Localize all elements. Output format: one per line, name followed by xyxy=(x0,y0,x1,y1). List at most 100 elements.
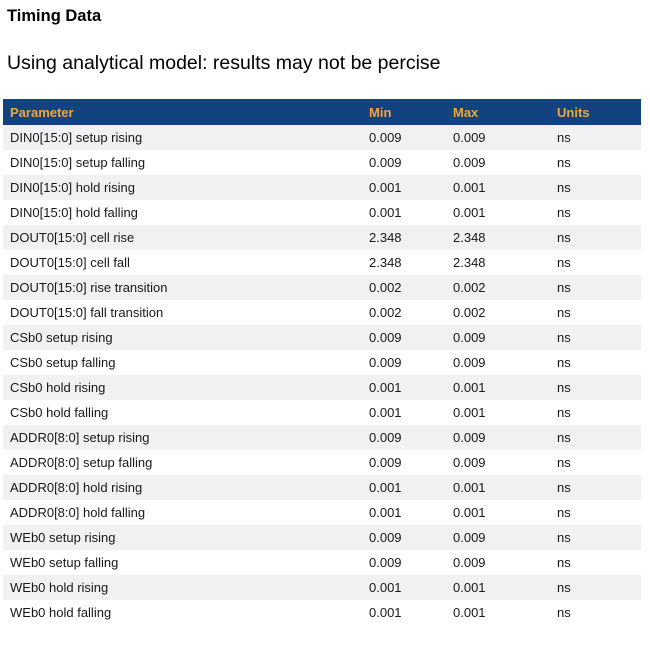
page-subtitle: Using analytical model: results may not … xyxy=(7,52,441,74)
table-row: ADDR0[8:0] setup falling 0.009 0.009 ns xyxy=(3,450,641,475)
min-cell: 0.009 xyxy=(369,550,453,575)
parameter-cell: DOUT0[15:0] cell fall xyxy=(3,250,369,275)
table-row: DIN0[15:0] setup rising 0.009 0.009 ns xyxy=(3,125,641,150)
parameter-cell: CSb0 setup rising xyxy=(3,325,369,350)
page-title: Timing Data xyxy=(7,7,102,25)
parameter-cell: WEb0 hold falling xyxy=(3,600,369,625)
max-cell: 0.002 xyxy=(453,300,557,325)
column-header-units: Units xyxy=(557,99,641,125)
timing-table-body: DIN0[15:0] setup rising 0.009 0.009 ns DIN0[… xyxy=(3,125,641,625)
table-row: ADDR0[8:0] hold falling 0.001 0.001 ns xyxy=(3,500,641,525)
table-row: DOUT0[15:0] cell rise 2.348 2.348 ns xyxy=(3,225,641,250)
units-cell: ns xyxy=(557,400,641,425)
parameter-cell: DIN0[15:0] hold falling xyxy=(3,200,369,225)
units-cell: ns xyxy=(557,425,641,450)
column-header-parameter: Parameter xyxy=(3,99,369,125)
parameter-cell: ADDR0[8:0] hold rising xyxy=(3,475,369,500)
table-row: DIN0[15:0] hold falling 0.001 0.001 ns xyxy=(3,200,641,225)
table-row: ADDR0[8:0] setup rising 0.009 0.009 ns xyxy=(3,425,641,450)
parameter-cell: DIN0[15:0] setup rising xyxy=(3,125,369,150)
min-cell: 2.348 xyxy=(369,250,453,275)
min-cell: 0.001 xyxy=(369,375,453,400)
max-cell: 0.001 xyxy=(453,475,557,500)
max-cell: 2.348 xyxy=(453,225,557,250)
units-cell: ns xyxy=(557,475,641,500)
max-cell: 0.009 xyxy=(453,450,557,475)
units-cell: ns xyxy=(557,125,641,150)
max-cell: 0.009 xyxy=(453,150,557,175)
min-cell: 0.009 xyxy=(369,425,453,450)
units-cell: ns xyxy=(557,350,641,375)
parameter-cell: CSb0 hold rising xyxy=(3,375,369,400)
min-cell: 0.009 xyxy=(369,125,453,150)
max-cell: 0.009 xyxy=(453,350,557,375)
units-cell: ns xyxy=(557,225,641,250)
min-cell: 0.001 xyxy=(369,175,453,200)
parameter-cell: DIN0[15:0] hold rising xyxy=(3,175,369,200)
units-cell: ns xyxy=(557,250,641,275)
min-cell: 0.001 xyxy=(369,400,453,425)
table-row: DIN0[15:0] setup falling 0.009 0.009 ns xyxy=(3,150,641,175)
table-row: WEb0 setup falling 0.009 0.009 ns xyxy=(3,550,641,575)
max-cell: 0.001 xyxy=(453,200,557,225)
timing-table-header: Parameter Min Max Units xyxy=(3,99,641,125)
max-cell: 0.009 xyxy=(453,525,557,550)
table-row: WEb0 hold falling 0.001 0.001 ns xyxy=(3,600,641,625)
min-cell: 0.001 xyxy=(369,575,453,600)
units-cell: ns xyxy=(557,325,641,350)
min-cell: 0.009 xyxy=(369,325,453,350)
units-cell: ns xyxy=(557,600,641,625)
max-cell: 0.009 xyxy=(453,425,557,450)
header-row: Parameter Min Max Units xyxy=(3,99,641,125)
units-cell: ns xyxy=(557,300,641,325)
min-cell: 0.001 xyxy=(369,475,453,500)
max-cell: 0.009 xyxy=(453,550,557,575)
parameter-cell: WEb0 setup rising xyxy=(3,525,369,550)
units-cell: ns xyxy=(557,500,641,525)
parameter-cell: CSb0 hold falling xyxy=(3,400,369,425)
min-cell: 0.009 xyxy=(369,525,453,550)
table-row: DOUT0[15:0] fall transition 0.002 0.002 ns xyxy=(3,300,641,325)
parameter-cell: CSb0 setup falling xyxy=(3,350,369,375)
units-cell: ns xyxy=(557,575,641,600)
parameter-cell: DOUT0[15:0] cell rise xyxy=(3,225,369,250)
units-cell: ns xyxy=(557,200,641,225)
max-cell: 2.348 xyxy=(453,250,557,275)
table-row: CSb0 hold rising 0.001 0.001 ns xyxy=(3,375,641,400)
parameter-cell: DOUT0[15:0] rise transition xyxy=(3,275,369,300)
timing-table: Parameter Min Max Units DIN0[15:0] setup… xyxy=(3,99,641,625)
parameter-cell: WEb0 setup falling xyxy=(3,550,369,575)
table-row: DOUT0[15:0] cell fall 2.348 2.348 ns xyxy=(3,250,641,275)
parameter-cell: WEb0 hold rising xyxy=(3,575,369,600)
units-cell: ns xyxy=(557,375,641,400)
max-cell: 0.002 xyxy=(453,275,557,300)
max-cell: 0.009 xyxy=(453,125,557,150)
min-cell: 2.348 xyxy=(369,225,453,250)
units-cell: ns xyxy=(557,450,641,475)
min-cell: 0.002 xyxy=(369,275,453,300)
min-cell: 0.002 xyxy=(369,300,453,325)
max-cell: 0.001 xyxy=(453,175,557,200)
table-row: CSb0 setup falling 0.009 0.009 ns xyxy=(3,350,641,375)
units-cell: ns xyxy=(557,525,641,550)
units-cell: ns xyxy=(557,550,641,575)
table-row: ADDR0[8:0] hold rising 0.001 0.001 ns xyxy=(3,475,641,500)
min-cell: 0.001 xyxy=(369,200,453,225)
max-cell: 0.001 xyxy=(453,375,557,400)
table-row: WEb0 setup rising 0.009 0.009 ns xyxy=(3,525,641,550)
min-cell: 0.001 xyxy=(369,500,453,525)
min-cell: 0.001 xyxy=(369,600,453,625)
table-row: DIN0[15:0] hold rising 0.001 0.001 ns xyxy=(3,175,641,200)
max-cell: 0.001 xyxy=(453,575,557,600)
table-row: WEb0 hold rising 0.001 0.001 ns xyxy=(3,575,641,600)
table-row: CSb0 setup rising 0.009 0.009 ns xyxy=(3,325,641,350)
min-cell: 0.009 xyxy=(369,450,453,475)
max-cell: 0.009 xyxy=(453,325,557,350)
max-cell: 0.001 xyxy=(453,400,557,425)
max-cell: 0.001 xyxy=(453,500,557,525)
parameter-cell: DIN0[15:0] setup falling xyxy=(3,150,369,175)
units-cell: ns xyxy=(557,175,641,200)
parameter-cell: ADDR0[8:0] hold falling xyxy=(3,500,369,525)
min-cell: 0.009 xyxy=(369,350,453,375)
